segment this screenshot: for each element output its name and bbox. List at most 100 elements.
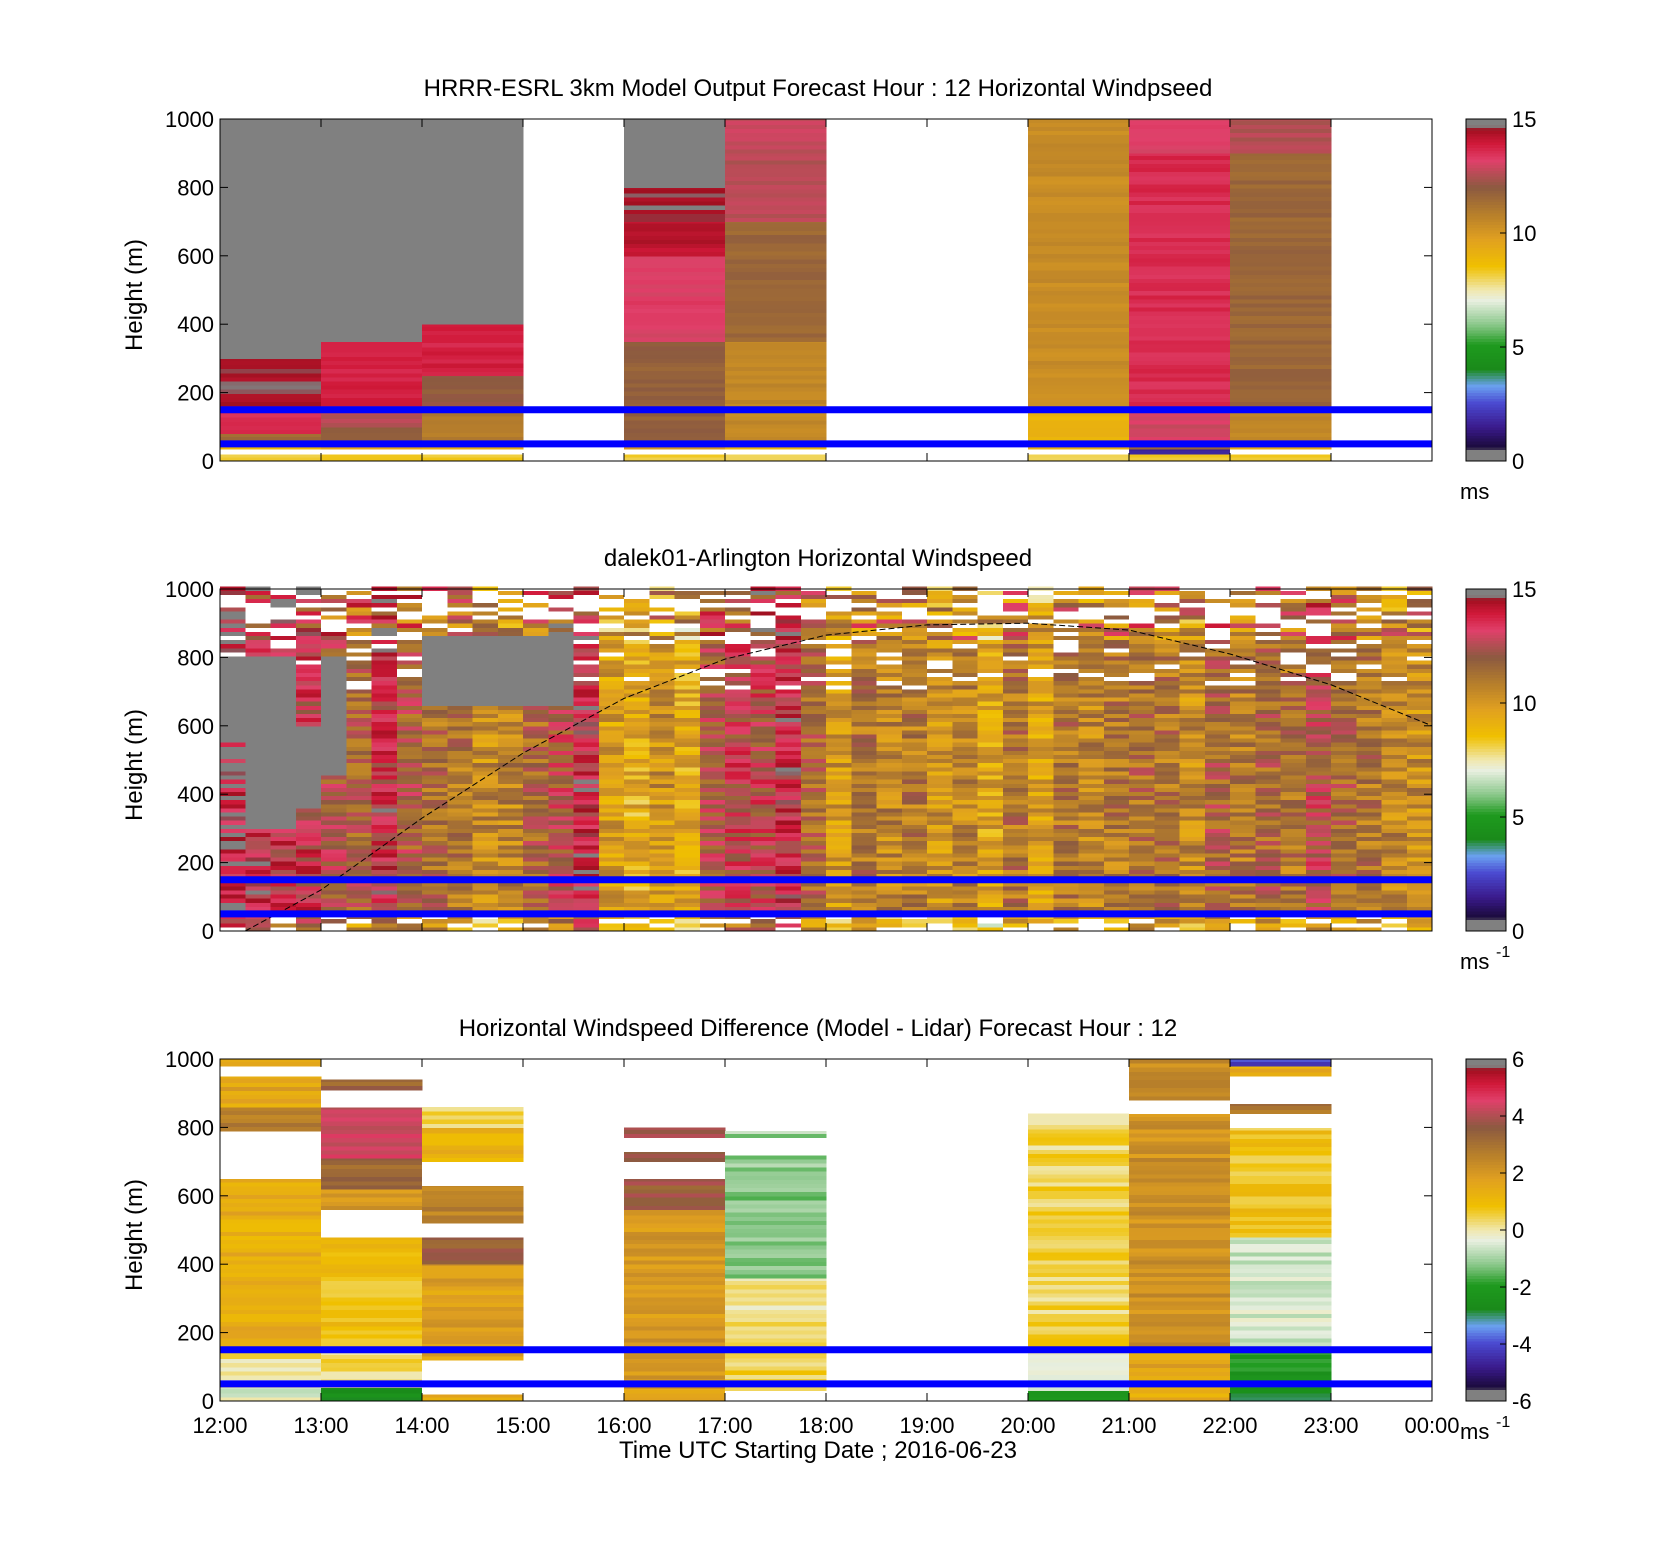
heatmap-cell: [321, 894, 347, 899]
heatmap-cell: [1230, 159, 1332, 164]
heatmap-cell: [1356, 902, 1382, 907]
heatmap-cell: [927, 766, 953, 772]
heatmap-cell: [371, 680, 398, 686]
heatmap-cell: [422, 184, 524, 190]
heatmap-cell: [220, 194, 322, 199]
heatmap-cell: [220, 165, 322, 171]
heatmap-cell: [750, 840, 776, 846]
heatmap-cell: [321, 647, 347, 653]
heatmap-cell: [1381, 885, 1408, 891]
heatmap-cell: [245, 889, 271, 895]
heatmap-cell: [674, 598, 701, 604]
heatmap-cell: [346, 734, 372, 739]
heatmap-cell: [1129, 610, 1155, 616]
colorbar-swatch: [1466, 167, 1506, 171]
heatmap-cell: [1103, 647, 1130, 653]
heatmap-cell: [1305, 627, 1332, 632]
heatmap-cell: [901, 898, 928, 903]
heatmap-cell: [598, 775, 625, 780]
heatmap-cell: [952, 865, 978, 870]
heatmap-cell: [977, 643, 1004, 649]
heatmap-cell: [1381, 742, 1408, 747]
heatmap-cell: [447, 885, 473, 891]
heatmap-cell: [220, 598, 246, 604]
heatmap-cell: [497, 775, 524, 780]
heatmap-cell: [321, 742, 347, 747]
heatmap-cell: [1230, 742, 1256, 747]
heatmap-cell: [1331, 758, 1357, 764]
heatmap-cell: [1204, 807, 1231, 813]
heatmap-cell: [1356, 701, 1382, 706]
heatmap-cell: [1154, 881, 1180, 887]
heatmap-cell: [851, 869, 877, 875]
heatmap-cell: [952, 602, 978, 608]
heatmap-cell: [321, 127, 423, 133]
heatmap-cell: [321, 902, 347, 907]
heatmap-cell: [422, 918, 448, 924]
heatmap-cell: [1053, 598, 1079, 604]
heatmap-cell: [699, 836, 726, 842]
heatmap-cell: [851, 606, 877, 612]
heatmap-cell: [1255, 725, 1281, 731]
heatmap-cell: [1179, 889, 1206, 895]
heatmap-cell: [1129, 294, 1231, 300]
heatmap-cell: [826, 594, 852, 600]
heatmap-cell: [624, 227, 726, 232]
heatmap-cell: [725, 635, 751, 641]
heatmap-cell: [447, 906, 473, 911]
heatmap-cell: [927, 807, 953, 813]
heatmap-cell: [1406, 684, 1433, 690]
heatmap-cell: [598, 918, 625, 924]
heatmap-cell: [1406, 762, 1433, 768]
heatmap-cell: [220, 368, 322, 374]
heatmap-cell: [1204, 861, 1231, 866]
heatmap-cell: [952, 664, 978, 669]
heatmap-cell: [598, 889, 625, 895]
heatmap-cell: [1280, 881, 1307, 887]
heatmap-cell: [1154, 717, 1180, 723]
heatmap-cell: [270, 688, 297, 694]
heatmap-cell: [321, 816, 347, 821]
heatmap-cell: [649, 795, 675, 801]
heatmap-cell: [1028, 216, 1130, 222]
heatmap-cell: [1129, 436, 1231, 441]
heatmap-cell: [1053, 713, 1079, 719]
heatmap-cell: [977, 688, 1004, 694]
heatmap-cell: [447, 725, 473, 731]
heatmap-cell: [826, 676, 852, 682]
heatmap-cell: [1028, 926, 1054, 932]
heatmap-cell: [750, 922, 776, 928]
heatmap-cell: [624, 119, 726, 123]
heatmap-cell: [1305, 857, 1332, 862]
heatmap-cell: [927, 865, 953, 870]
colorbar-swatch: [1466, 455, 1506, 459]
heatmap-cell: [447, 820, 473, 825]
heatmap-cell: [977, 889, 1004, 895]
heatmap-cell: [1381, 832, 1408, 838]
heatmap-cell: [1129, 742, 1155, 747]
heatmap-cell: [876, 885, 903, 891]
heatmap-cell: [649, 816, 675, 821]
colorbar-swatch: [1466, 859, 1506, 864]
heatmap-cell: [725, 692, 751, 698]
heatmap-cell: [649, 873, 675, 879]
heatmap-cell: [422, 848, 448, 854]
heatmap-cell: [750, 799, 776, 805]
heatmap-cell: [1255, 664, 1281, 669]
heatmap-cell: [220, 881, 246, 887]
heatmap-cell: [1053, 865, 1079, 870]
colorbar-swatch: [1466, 335, 1506, 339]
heatmap-cell: [977, 672, 1004, 678]
heatmap-cell: [396, 647, 423, 653]
heatmap-cell: [422, 326, 524, 331]
heatmap-cell: [396, 902, 423, 907]
heatmap-cell: [220, 803, 246, 809]
heatmap-cell: [447, 811, 473, 817]
heatmap-cell: [1053, 639, 1079, 645]
heatmap-cell: [1154, 832, 1180, 838]
heatmap-cell: [346, 614, 372, 620]
heatmap-cell: [1381, 840, 1408, 846]
heatmap-cell: [1129, 270, 1231, 275]
heatmap-cell: [245, 647, 271, 653]
heatmap-cell: [1078, 750, 1105, 756]
